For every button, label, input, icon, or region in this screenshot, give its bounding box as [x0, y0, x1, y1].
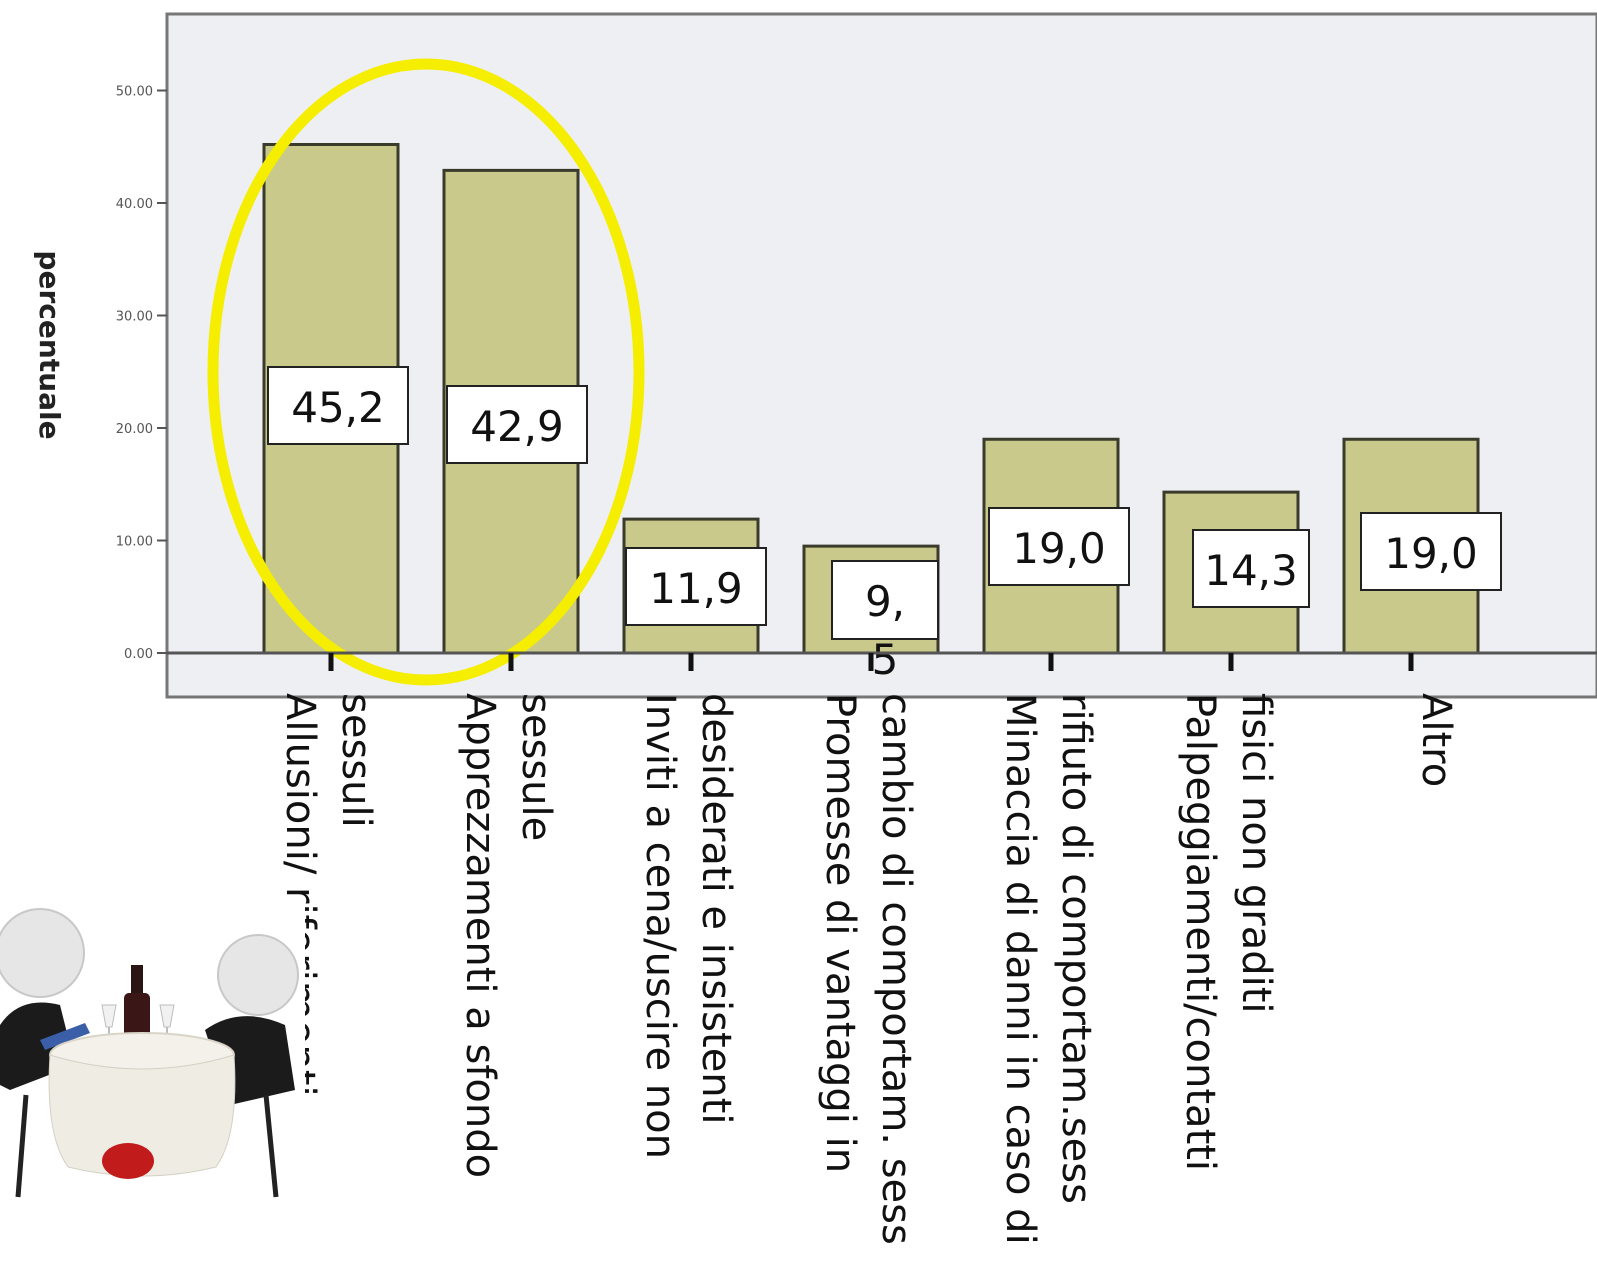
highlight-ellipse-shape — [207, 58, 645, 686]
people-at-dinner-table-icon — [0, 905, 305, 1215]
x-tick-label: Palpeggiamenti/contatti — [1177, 693, 1223, 1171]
y-axis: 0.00 10.00 20.00 30.00 40.00 50.00 — [116, 85, 167, 662]
y-tick-label: 30.00 — [116, 310, 153, 325]
x-axis: Allusioni/ riferimenti sessuli Apprezzamen… — [167, 651, 1597, 1245]
value-label: 11,9 — [649, 564, 743, 613]
y-tick-label: 20.00 — [116, 422, 153, 437]
value-label-box — [1360, 512, 1502, 591]
x-tick-label: sessuli — [333, 693, 379, 828]
value-labels: 45,2 42,9 11,9 9, 5 19,0 14,3 19,0 — [267, 366, 1502, 684]
x-tick-label: Altro — [1413, 693, 1459, 787]
value-label: 5 — [872, 635, 899, 684]
value-label: 14,3 — [1204, 546, 1298, 595]
x-tick-label: desiderati e insistenti — [693, 693, 739, 1124]
value-label: 45,2 — [291, 383, 385, 432]
x-tick-label: fisici non graditi — [1233, 693, 1279, 1014]
x-tick-label: sessule — [513, 693, 559, 841]
value-label: 19,0 — [1384, 529, 1478, 578]
value-label-box — [831, 560, 939, 640]
x-tick-label: Inviti a cena/uscire non — [637, 693, 683, 1159]
value-label: 19,0 — [1012, 524, 1106, 573]
x-tick-label: Promesse di vantaggi in — [817, 693, 863, 1173]
value-label-box — [446, 385, 588, 464]
y-tick-label: 40.00 — [116, 197, 153, 212]
x-tick-label: rifiuto di comportam.sess — [1053, 693, 1099, 1204]
value-label: 9, — [865, 577, 905, 626]
highlight-ellipse — [207, 58, 645, 686]
value-label: 42,9 — [470, 402, 564, 451]
value-label-box — [988, 507, 1130, 586]
y-tick-label: 50.00 — [116, 85, 153, 100]
y-tick-label: 10.00 — [116, 535, 153, 550]
value-label-box — [1192, 529, 1310, 608]
value-label-box — [625, 547, 767, 626]
x-tick-label: Minaccia di danni in caso di — [997, 693, 1043, 1245]
y-axis-label: percentuale — [33, 250, 66, 439]
value-label-box — [267, 366, 409, 445]
x-tick-label: cambio di comportam. sess — [873, 693, 919, 1245]
x-tick-label: Apprezzamenti a sfondo — [457, 693, 503, 1178]
y-tick-label: 0.00 — [124, 647, 153, 662]
